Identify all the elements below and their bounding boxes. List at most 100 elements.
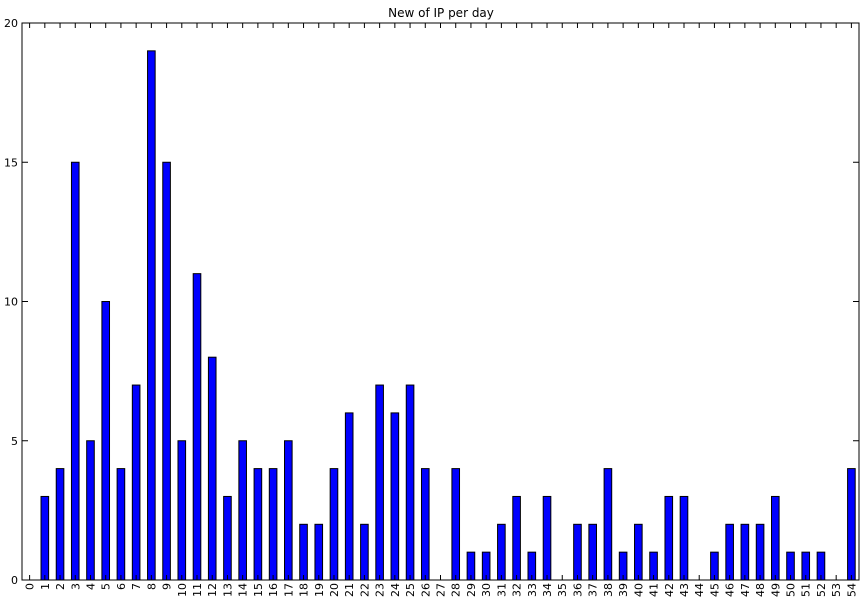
x-tick-label-40: 40 bbox=[632, 583, 645, 597]
bar-19 bbox=[314, 523, 324, 581]
x-tick-label-27: 27 bbox=[435, 583, 448, 597]
bar-42 bbox=[664, 495, 674, 581]
x-tick-label-26: 26 bbox=[419, 583, 432, 597]
bar-12 bbox=[207, 356, 217, 581]
bar-10 bbox=[177, 440, 187, 581]
x-tick-label-33: 33 bbox=[526, 583, 539, 597]
x-tick-label-34: 34 bbox=[541, 583, 554, 597]
y-tick-label-15: 15 bbox=[4, 156, 18, 169]
bar-1 bbox=[40, 495, 50, 581]
y-tick-label-5: 5 bbox=[11, 435, 18, 448]
bar-2 bbox=[55, 468, 65, 581]
bar-7 bbox=[131, 384, 141, 581]
x-tick-label-12: 12 bbox=[206, 583, 219, 597]
x-tick-label-11: 11 bbox=[191, 583, 204, 597]
bar-23 bbox=[375, 384, 384, 581]
bar-14 bbox=[238, 440, 247, 581]
x-tick-label-9: 9 bbox=[161, 583, 174, 590]
bar-5 bbox=[101, 301, 111, 581]
x-tick-label-28: 28 bbox=[450, 583, 463, 597]
bar-20 bbox=[329, 468, 339, 581]
x-tick-label-54: 54 bbox=[845, 583, 858, 597]
x-tick-label-38: 38 bbox=[602, 583, 615, 597]
x-tick-label-50: 50 bbox=[785, 583, 798, 597]
x-tick-label-21: 21 bbox=[343, 583, 356, 597]
bar-24 bbox=[390, 412, 400, 581]
bar-22 bbox=[360, 523, 369, 581]
x-tick-label-3: 3 bbox=[69, 583, 82, 590]
x-tick-label-46: 46 bbox=[724, 583, 737, 597]
x-tick-label-6: 6 bbox=[115, 583, 128, 590]
x-tick-label-14: 14 bbox=[237, 583, 250, 597]
bar-34 bbox=[542, 495, 552, 581]
bar-17 bbox=[284, 440, 293, 581]
bar-47 bbox=[740, 523, 750, 581]
x-tick-label-1: 1 bbox=[39, 583, 52, 590]
x-tick-label-24: 24 bbox=[389, 583, 402, 597]
x-tick-label-52: 52 bbox=[815, 583, 828, 597]
bar-28 bbox=[451, 468, 461, 581]
x-tick-label-48: 48 bbox=[754, 583, 767, 597]
x-tick-label-17: 17 bbox=[282, 583, 295, 597]
x-tick-label-2: 2 bbox=[54, 583, 67, 590]
x-tick-label-22: 22 bbox=[358, 583, 371, 597]
x-tick-label-35: 35 bbox=[556, 583, 569, 597]
x-tick-label-5: 5 bbox=[100, 583, 113, 590]
bar-4 bbox=[86, 440, 95, 581]
x-tick-label-49: 49 bbox=[769, 583, 782, 597]
bar-18 bbox=[299, 523, 308, 581]
x-tick-label-31: 31 bbox=[495, 583, 508, 597]
bar-38 bbox=[603, 468, 613, 581]
bar-36 bbox=[573, 523, 582, 581]
bar-32 bbox=[512, 495, 521, 581]
bar-25 bbox=[405, 384, 415, 581]
x-tick-label-18: 18 bbox=[298, 583, 311, 597]
x-tick-label-20: 20 bbox=[328, 583, 341, 597]
y-tick-label-10: 10 bbox=[4, 296, 18, 309]
bar-16 bbox=[268, 468, 278, 581]
x-tick-label-37: 37 bbox=[587, 583, 600, 597]
x-tick-label-36: 36 bbox=[571, 583, 584, 597]
x-tick-label-8: 8 bbox=[145, 583, 158, 590]
chart-title: New of IP per day bbox=[388, 6, 494, 20]
bar-3 bbox=[70, 161, 80, 581]
bar-49 bbox=[771, 495, 780, 581]
x-tick-label-16: 16 bbox=[267, 583, 280, 597]
bar-6 bbox=[116, 468, 126, 581]
x-tick-label-47: 47 bbox=[739, 583, 752, 597]
x-tick-label-39: 39 bbox=[617, 583, 630, 597]
y-tick-label-0: 0 bbox=[11, 574, 18, 587]
y-tick-label-20: 20 bbox=[4, 17, 18, 30]
x-tick-label-7: 7 bbox=[130, 583, 143, 590]
x-tick-label-42: 42 bbox=[663, 583, 676, 597]
bar-37 bbox=[588, 523, 597, 581]
bar-8 bbox=[147, 50, 156, 581]
bar-11 bbox=[192, 273, 202, 581]
bar-46 bbox=[725, 523, 734, 581]
x-tick-label-32: 32 bbox=[511, 583, 524, 597]
x-tick-label-23: 23 bbox=[374, 583, 387, 597]
bar-26 bbox=[420, 468, 430, 581]
x-tick-label-19: 19 bbox=[313, 583, 326, 597]
bar-15 bbox=[253, 468, 263, 581]
bar-48 bbox=[755, 523, 765, 581]
bar-13 bbox=[223, 495, 232, 581]
x-tick-label-41: 41 bbox=[648, 583, 661, 597]
x-tick-label-29: 29 bbox=[465, 583, 478, 597]
x-tick-label-43: 43 bbox=[678, 583, 691, 597]
x-tick-label-0: 0 bbox=[24, 583, 37, 590]
bar-43 bbox=[679, 495, 689, 581]
bar-9 bbox=[162, 161, 171, 581]
x-tick-label-13: 13 bbox=[221, 583, 234, 597]
x-tick-label-51: 51 bbox=[800, 583, 813, 597]
x-tick-label-45: 45 bbox=[708, 583, 721, 597]
x-tick-label-30: 30 bbox=[480, 583, 493, 597]
bar-21 bbox=[344, 412, 354, 581]
x-tick-label-15: 15 bbox=[252, 583, 265, 597]
bar-54 bbox=[847, 468, 856, 581]
x-tick-label-4: 4 bbox=[84, 583, 97, 590]
x-tick-label-25: 25 bbox=[404, 583, 417, 597]
